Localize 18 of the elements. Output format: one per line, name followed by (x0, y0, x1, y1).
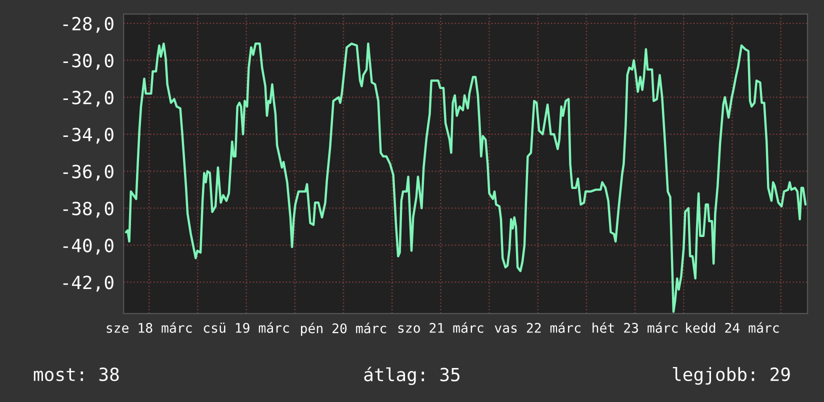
text: most: 38 (34, 368, 119, 382)
x-tick-label: kedd 24 márc (686, 322, 779, 333)
y-tick-label: -32,0 (63, 90, 114, 107)
x-tick-label: pén 20 márc (301, 322, 386, 336)
y-tick-label: -36,0 (63, 164, 114, 181)
y-tick-label: -28,0 (63, 16, 114, 33)
x-tick-label: szo 21 márc (398, 322, 484, 333)
text: legjobb: 29 (672, 367, 790, 385)
x-tick-label: vas 22 márc (494, 322, 580, 333)
text: átlag: 35 (364, 366, 460, 386)
x-tick-label: csü 19 márc (204, 322, 289, 333)
y-tick-label: -38,0 (63, 202, 114, 218)
y-tick-label: -42,0 (63, 276, 114, 292)
x-tick-label: hét 23 márc (592, 322, 678, 333)
y-tick-label: -34,0 (63, 128, 114, 144)
y-tick-label: -30,0 (63, 54, 114, 70)
x-tick-label: sze 18 márc (106, 322, 192, 333)
y-tick-label: -40,0 (63, 238, 114, 255)
